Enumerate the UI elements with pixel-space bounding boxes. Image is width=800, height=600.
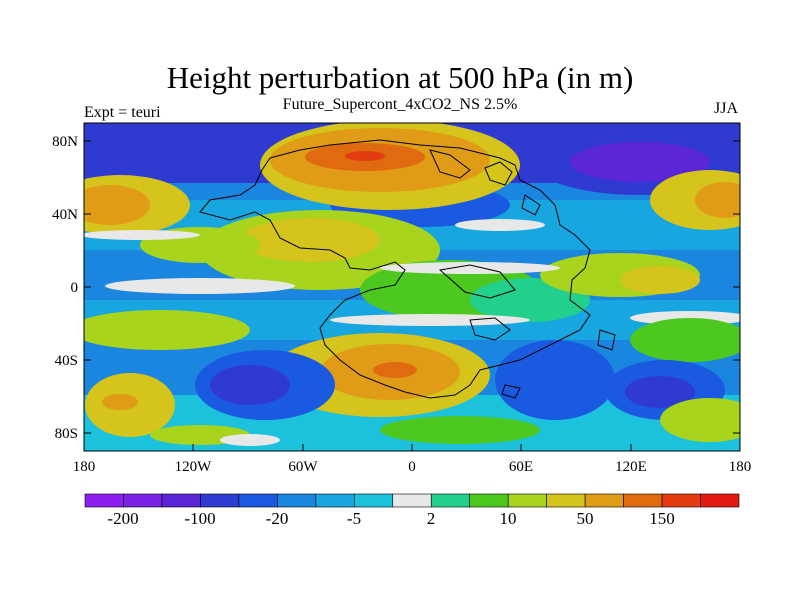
lat-axis [84, 140, 740, 434]
lon-axis [83, 444, 741, 451]
coastline-outline [199, 139, 616, 399]
colorbar-label: -5 [347, 509, 361, 528]
colorbar-swatch [84, 493, 124, 508]
colorbar-swatch [238, 493, 278, 508]
lon-tick-label: 60W [288, 459, 318, 475]
colorbar-swatch [277, 493, 317, 508]
lon-tick-label: 60E [509, 459, 533, 475]
colorbar-label: 2 [427, 509, 436, 528]
lat-tick-label: 80S [55, 426, 78, 442]
lat-tick-label: 0 [71, 280, 79, 296]
colorbar-swatch [546, 493, 586, 508]
colorbar-swatch [200, 493, 240, 508]
colorbar-label: 50 [577, 509, 594, 528]
lat-tick-label: 80N [52, 134, 78, 150]
lat-tick-label: 40S [55, 353, 78, 369]
experiment-label: Expt = teuri [84, 104, 161, 121]
colorbar-label: -200 [107, 509, 138, 528]
lon-tick-label: 180 [729, 459, 752, 475]
colorbar-swatch [661, 493, 701, 508]
colorbar [84, 493, 740, 508]
lat-tick-label: 40N [52, 207, 78, 223]
lon-tick-label: 0 [408, 459, 416, 475]
colorbar-label: 10 [500, 509, 517, 528]
colorbar-swatch [584, 493, 624, 508]
colorbar-label: -20 [266, 509, 289, 528]
colorbar-swatch [430, 493, 471, 508]
lon-tick-label: 120E [615, 459, 647, 475]
colorbar-swatch [469, 493, 509, 508]
lon-tick-label: 120W [175, 459, 213, 475]
colorbar-swatch [123, 493, 163, 508]
colorbar-swatch [315, 493, 355, 508]
colorbar-swatch [700, 493, 740, 508]
colorbar-label: 150 [649, 509, 675, 528]
height-perturbation-field [84, 123, 740, 451]
colorbar-label: -100 [184, 509, 215, 528]
plot-subtitle: Future_Supercont_4xCO2_NS 2.5% [282, 96, 518, 113]
colorbar-swatch [623, 493, 663, 508]
colorbar-swatch [353, 493, 394, 508]
colorbar-swatch [392, 493, 432, 508]
lon-tick-label: 180 [73, 459, 96, 475]
colorbar-swatch [507, 493, 547, 508]
plot-title: Height perturbation at 500 hPa (in m) [166, 60, 634, 95]
colorbar-swatch [161, 493, 201, 508]
season-label: JJA [713, 100, 738, 117]
